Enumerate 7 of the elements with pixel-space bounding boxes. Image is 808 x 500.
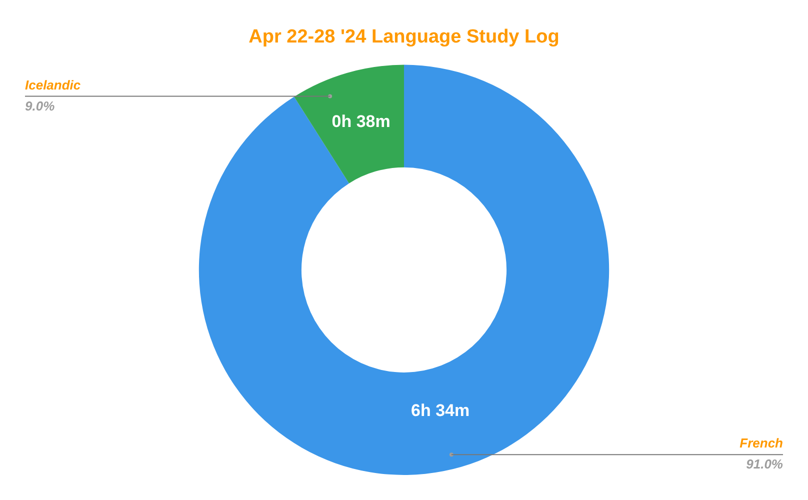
data-label: 9.0% [25,98,56,114]
slice-label: Icelandic [25,77,82,92]
data-label: 91.0% [746,456,784,472]
text: 0h 38m [332,112,390,131]
text: 6h 34m [411,401,470,420]
slice-label: French [740,436,784,451]
chart-title: Apr 22-28 '24 Language Study Log [248,26,560,48]
